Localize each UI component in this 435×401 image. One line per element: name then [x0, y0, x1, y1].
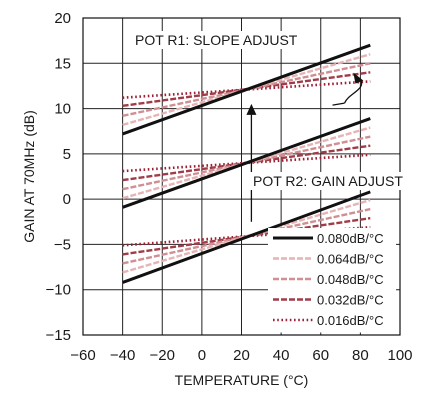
annotation-arrows	[246, 72, 364, 222]
legend-label: 0.016dB/°C	[317, 313, 384, 328]
legend-label: 0.064dB/°C	[317, 252, 384, 267]
gain-adjust-annotation: POT R2: GAIN ADJUST	[253, 173, 403, 189]
legend-label: 0.080dB/°C	[317, 231, 384, 246]
slope-adjust-arrow-curve	[343, 79, 363, 104]
y-tick-label: 15	[54, 55, 71, 72]
y-tick-label: 10	[54, 101, 71, 118]
legend-label: 0.048dB/°C	[317, 272, 384, 287]
x-tick-label: 20	[233, 347, 250, 364]
x-tick-label: −40	[110, 347, 135, 364]
legend-background	[268, 228, 396, 333]
x-tick-label: 60	[312, 347, 329, 364]
slope-adjust-annotation: POT R1: SLOPE ADJUST	[135, 32, 298, 48]
series-line-group1	[122, 80, 371, 100]
x-tick-label: −60	[70, 347, 95, 364]
series-line-group1	[122, 43, 371, 136]
gain-adjust-arrow-head	[246, 103, 257, 115]
x-tick-label: 80	[352, 347, 369, 364]
x-tick-label: 40	[273, 347, 290, 364]
tick-labels: −60 −40 −20 0 20 40 60 80 100 −15 −10 −5 0 5 10 15 20	[46, 10, 413, 364]
x-tick-label: −20	[150, 347, 175, 364]
series-line-group2	[122, 117, 371, 209]
series-line-group2	[122, 153, 371, 173]
legend: 0.080dB/°C 0.064dB/°C 0.048dB/°C 0.032dB/°C…	[268, 228, 396, 333]
legend-label: 0.032dB/°C	[317, 293, 384, 308]
x-axis-label: TEMPERATURE (°C)	[175, 372, 309, 388]
slope-adjust-arrow-head	[353, 72, 364, 84]
y-tick-label: 20	[54, 10, 71, 27]
y-axis-label: GAIN AT 70MHz (dB)	[21, 110, 37, 243]
y-tick-label: −5	[54, 236, 71, 253]
y-tick-label: 0	[63, 191, 71, 208]
series-line-group3	[122, 207, 371, 265]
series-line-group2	[122, 135, 371, 191]
x-tick-label: 100	[387, 347, 412, 364]
gain-annotation-background	[250, 172, 407, 190]
slope-adjust-arrow-tail	[332, 102, 345, 106]
series-line-group3	[122, 190, 371, 284]
slope-annotation-background	[132, 31, 301, 49]
x-tick-label: 0	[198, 347, 206, 364]
y-tick-label: −10	[46, 282, 71, 299]
y-tick-label: −15	[46, 327, 71, 344]
series-line-group1	[122, 62, 371, 117]
y-tick-label: 5	[63, 146, 71, 163]
